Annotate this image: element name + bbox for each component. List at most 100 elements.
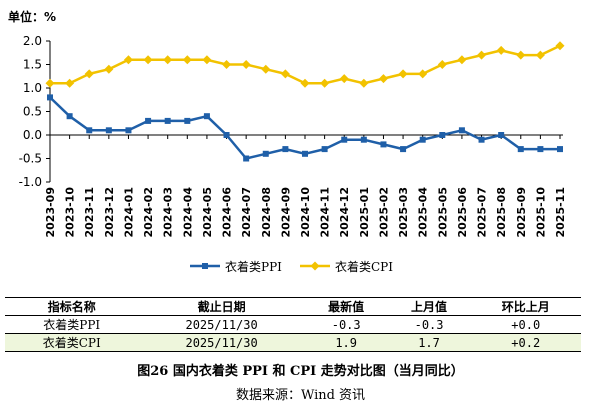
x-tick-label: 2024-09 [279, 187, 292, 238]
data-point [243, 155, 250, 162]
data-point [302, 150, 308, 157]
x-tick-label: 2024-05 [201, 187, 214, 238]
data-point [359, 78, 369, 88]
data-point [555, 41, 565, 51]
data-point [498, 132, 505, 138]
x-tick-label: 2025-03 [397, 187, 410, 238]
x-tick-label: 2024-11 [319, 187, 332, 238]
data-point [457, 55, 467, 65]
x-tick-label: 2025-10 [534, 187, 547, 238]
x-tick-label: 2025-04 [417, 187, 430, 238]
x-tick-label: 2023-12 [103, 187, 116, 238]
x-tick-label: 2024-12 [338, 187, 351, 238]
y-tick-label: 2.0 [23, 34, 42, 48]
cell-mom: +0.2 [470, 333, 581, 352]
data-point [419, 136, 426, 143]
data-point [398, 69, 408, 79]
cell-indicator: 衣着类PPI [5, 315, 139, 334]
data-point [65, 78, 75, 88]
data-point [341, 136, 348, 143]
header-latest: 最新值 [304, 297, 388, 316]
data-point [123, 55, 133, 65]
x-tick-label: 2024-07 [240, 187, 253, 238]
header-date: 截止日期 [138, 297, 305, 316]
x-tick-label: 2025-07 [476, 187, 489, 238]
legend-marker [202, 263, 208, 269]
data-point [202, 55, 212, 65]
x-tick-label: 2023-10 [64, 187, 77, 238]
data-point [496, 45, 506, 55]
x-tick-label: 2025-06 [456, 187, 469, 238]
data-point [282, 146, 289, 153]
data-point [84, 69, 94, 79]
data-point [478, 136, 485, 143]
cell-mom: +0.0 [470, 315, 581, 334]
data-point [400, 146, 407, 153]
legend-label: 衣着类PPI [225, 259, 282, 274]
data-point [537, 146, 544, 153]
x-tick-label: 2024-04 [181, 187, 194, 238]
cell-date: 2025/11/30 [138, 333, 305, 352]
x-tick-label: 2023-09 [44, 187, 57, 238]
x-tick-label: 2024-10 [299, 187, 312, 238]
unit-label: 单位：% [8, 10, 57, 24]
header-prev: 上月值 [387, 297, 471, 316]
cell-latest: -0.3 [304, 315, 388, 334]
cell-latest: 1.9 [304, 333, 388, 352]
data-point [66, 113, 73, 120]
x-tick-label: 2024-06 [221, 187, 234, 238]
y-tick-label: 1.0 [23, 81, 42, 95]
x-tick-label: 2024-02 [142, 187, 155, 238]
legend-marker [310, 261, 320, 271]
data-point [557, 146, 563, 153]
data-point [437, 60, 447, 69]
data-point [418, 69, 428, 79]
x-tick-label: 2024-08 [260, 187, 273, 238]
data-point [105, 127, 112, 134]
x-tick-label: 2025-02 [377, 187, 390, 238]
x-tick-label: 2025-11 [554, 187, 567, 238]
x-tick-label: 2024-03 [162, 187, 175, 238]
x-tick-label: 2025-09 [515, 187, 528, 238]
figure-caption: 图26 国内衣着类 PPI 和 CPI 走势对比图（当月同比） [137, 364, 464, 379]
cell-indicator: 衣着类CPI [5, 333, 139, 352]
data-point [380, 141, 387, 148]
data-point [182, 55, 192, 65]
y-tick-label: 0.5 [23, 105, 42, 119]
cell-prev: 1.7 [387, 333, 471, 352]
cell-date: 2025/11/30 [138, 315, 305, 334]
y-tick-label: 0.0 [23, 128, 42, 142]
data-point [45, 78, 55, 88]
table-row: 衣着类PPI 2025/11/30 -0.3 -0.3 +0.0 [5, 315, 581, 334]
data-point [517, 146, 524, 153]
data-point [86, 127, 93, 134]
data-point [47, 94, 53, 101]
y-tick-label: -1.0 [19, 175, 42, 189]
data-point [439, 132, 446, 138]
data-point [223, 132, 230, 138]
data-point [261, 64, 271, 74]
data-point [184, 117, 191, 124]
data-point [145, 117, 152, 124]
data-point [321, 146, 328, 153]
data-point [164, 117, 171, 124]
data-point [262, 150, 269, 157]
data-source: 数据来源：Wind 资讯 [235, 388, 366, 403]
data-point [360, 136, 367, 143]
data-point [104, 64, 114, 74]
data-point [339, 74, 349, 84]
data-point [378, 74, 388, 84]
x-tick-label: 2024-01 [122, 187, 135, 238]
series-line-2 [50, 44, 561, 85]
cell-prev: -0.3 [387, 315, 471, 334]
x-tick-label: 2023-11 [83, 187, 96, 238]
data-point [516, 50, 526, 60]
data-point [222, 60, 232, 69]
data-point [477, 50, 487, 60]
data-point [163, 55, 173, 65]
data-point [300, 78, 310, 88]
data-point [203, 113, 210, 120]
x-tick-label: 2025-01 [358, 187, 371, 238]
table-row: 衣着类CPI 2025/11/30 1.9 1.7 +0.2 [5, 333, 581, 352]
